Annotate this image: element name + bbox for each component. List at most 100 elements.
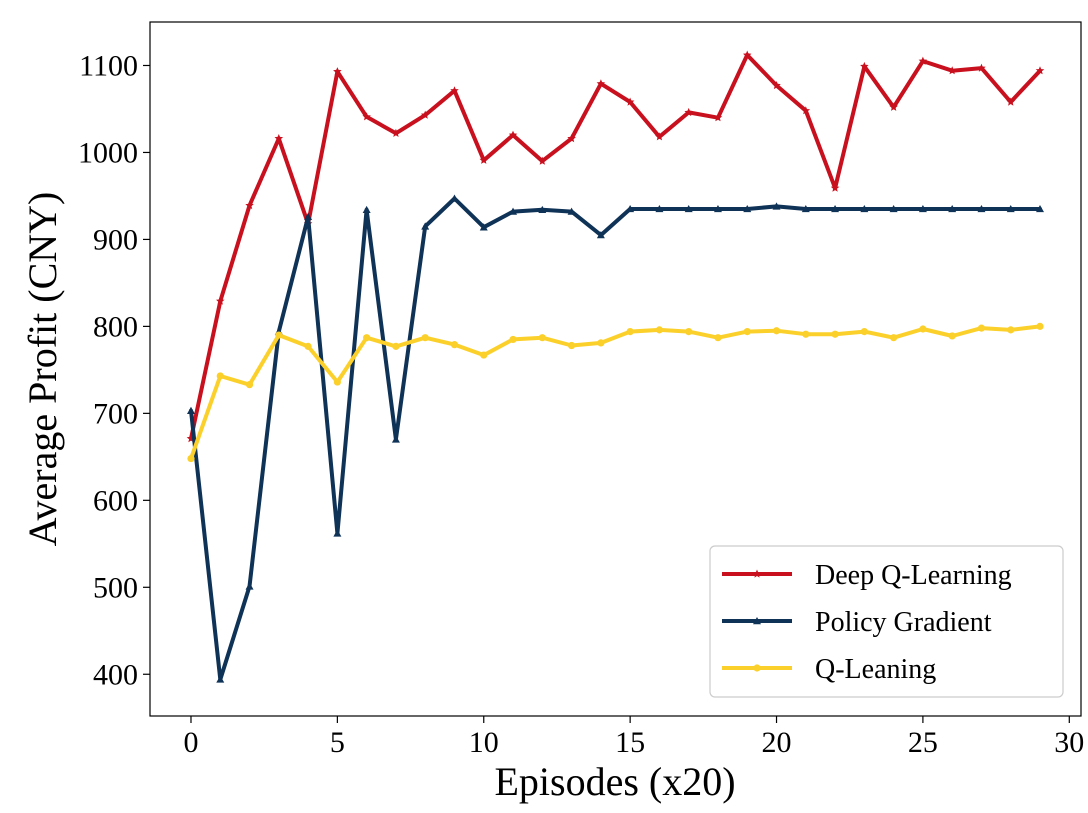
- data-point: [626, 204, 635, 213]
- data-point: [391, 435, 400, 443]
- y-tick-label: 900: [93, 223, 138, 256]
- data-point: [391, 128, 401, 137]
- data-point: [830, 183, 840, 192]
- data-point: [802, 330, 810, 338]
- data-point: [186, 434, 196, 443]
- data-point: [333, 529, 342, 537]
- y-tick-label: 700: [93, 397, 138, 430]
- data-point: [363, 334, 371, 342]
- data-point: [538, 156, 547, 165]
- legend-item: Policy Gradient: [722, 607, 992, 638]
- data-point: [538, 334, 546, 342]
- data-point: [889, 102, 898, 111]
- series-line-deep-q-learning: [189, 53, 1042, 441]
- data-point: [977, 63, 986, 72]
- data-point: [801, 106, 811, 115]
- x-axis-title: Episodes (x20): [494, 759, 735, 804]
- data-point: [626, 328, 634, 336]
- plot-frame: [149, 21, 1082, 717]
- data-point: [918, 204, 927, 213]
- data-point: [421, 334, 429, 342]
- x-tick-label: 15: [615, 726, 645, 759]
- data-point: [245, 201, 254, 210]
- data-point: [597, 339, 605, 347]
- data-point: [596, 79, 606, 88]
- data-point: [977, 324, 986, 332]
- data-point: [567, 207, 576, 215]
- data-point: [713, 113, 723, 122]
- series-line-q-leaning: [189, 324, 1042, 461]
- data-point: [362, 112, 371, 121]
- data-point: [480, 351, 488, 359]
- data-point: [918, 56, 928, 65]
- y-tick-label: 400: [93, 658, 138, 691]
- y-tick-label: 800: [93, 310, 138, 343]
- data-point: [479, 155, 488, 164]
- data-point: [713, 204, 722, 213]
- data-point: [948, 204, 957, 213]
- data-point: [216, 372, 224, 380]
- data-point: [655, 132, 664, 141]
- y-tick-label: 600: [93, 484, 138, 517]
- data-point: [508, 130, 518, 139]
- data-point: [1035, 66, 1045, 75]
- legend-box: [709, 545, 1064, 698]
- data-point: [772, 327, 781, 335]
- data-point: [567, 341, 576, 350]
- series-line-policy-gradient: [189, 196, 1042, 682]
- data-point: [596, 231, 605, 239]
- y-axis: 400 500 600 700 800 900 1000 1100: [78, 49, 150, 691]
- data-point: [216, 296, 225, 305]
- y-tick-label: 1000: [78, 136, 138, 169]
- data-point: [1006, 97, 1015, 106]
- data-point: [889, 204, 898, 213]
- series-q-leaning: [187, 322, 1044, 463]
- data-point: [860, 61, 869, 70]
- data-point: [860, 328, 868, 336]
- data-point: [479, 223, 488, 231]
- data-point: [245, 582, 254, 590]
- data-point: [831, 330, 839, 338]
- data-point: [655, 204, 664, 213]
- y-tick-label: 500: [93, 571, 138, 604]
- data-point: [1036, 322, 1044, 330]
- data-point: [831, 204, 840, 213]
- x-tick-label: 20: [762, 726, 792, 759]
- data-point: [567, 134, 576, 143]
- data-point: [948, 332, 956, 340]
- data-point: [772, 202, 781, 210]
- y-axis-title: Average Profit (CNY): [20, 192, 65, 547]
- legend-label: Q-Leaning: [815, 654, 936, 685]
- data-point: [509, 207, 518, 215]
- data-point: [245, 381, 254, 389]
- data-point: [275, 331, 283, 339]
- data-point: [743, 50, 752, 59]
- x-tick-label: 5: [330, 726, 345, 759]
- data-point: [450, 194, 459, 202]
- data-point: [625, 97, 635, 106]
- data-point: [450, 86, 459, 95]
- y-tick-label: 1100: [79, 49, 138, 82]
- legend-marker: [752, 569, 762, 578]
- legend-item: Q-Leaning: [722, 654, 936, 685]
- data-point: [420, 110, 430, 119]
- data-point: [274, 134, 284, 143]
- data-point: [304, 342, 312, 350]
- data-point: [450, 341, 459, 349]
- series-layer: [186, 50, 1045, 683]
- series-deep-q-learning: [186, 50, 1045, 443]
- data-point: [392, 342, 400, 350]
- data-point: [743, 328, 751, 336]
- legend-item: Deep Q-Learning: [722, 560, 1012, 591]
- data-point: [1006, 204, 1015, 213]
- legend-label: Deep Q-Learning: [815, 560, 1012, 591]
- data-point: [216, 675, 225, 683]
- x-tick-label: 10: [469, 726, 499, 759]
- data-point: [801, 204, 810, 213]
- x-axis: 0 5 10 15 20 25 30: [183, 716, 1084, 759]
- data-point: [1036, 204, 1045, 213]
- data-point: [685, 328, 693, 336]
- data-point: [655, 326, 664, 334]
- data-point: [947, 66, 957, 75]
